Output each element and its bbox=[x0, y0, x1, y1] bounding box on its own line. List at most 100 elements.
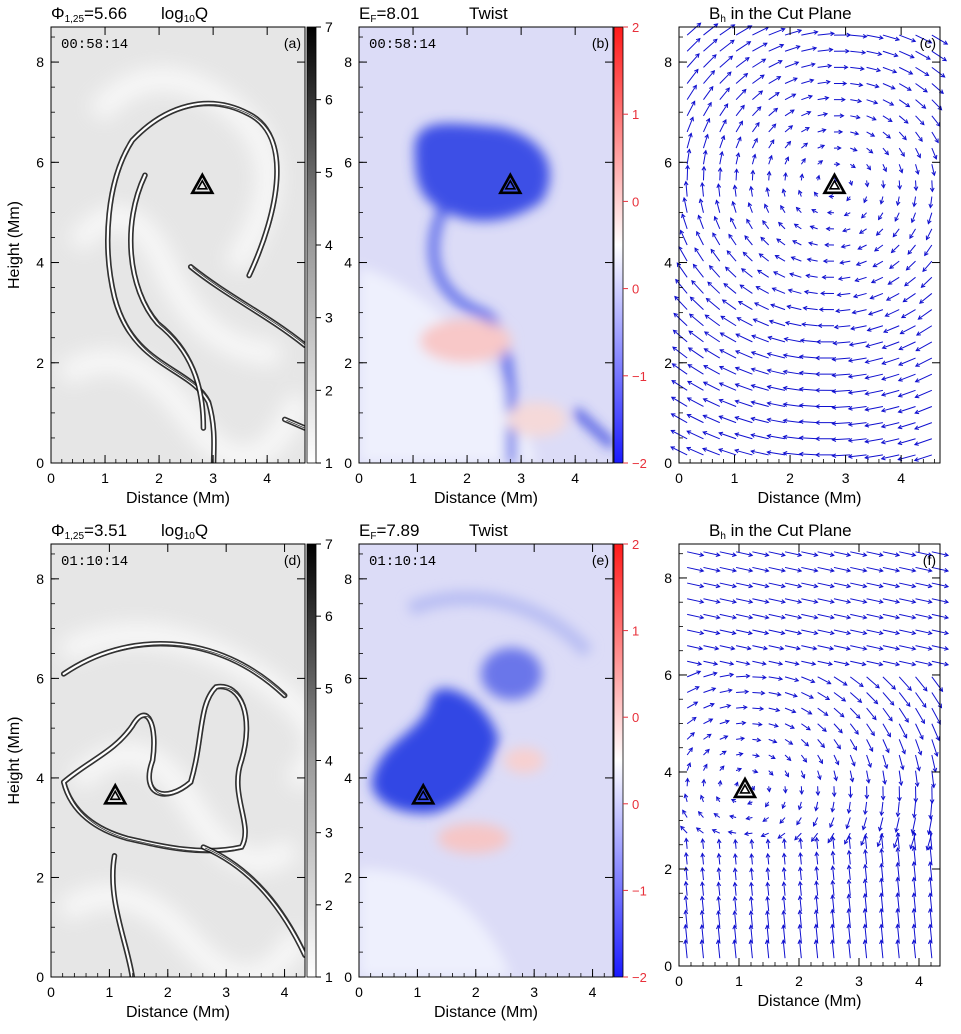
vector-arrow bbox=[719, 71, 732, 84]
y-tick-label: 6 bbox=[344, 670, 352, 686]
vector-arrow bbox=[687, 598, 705, 604]
vector-arrow bbox=[875, 228, 884, 236]
vector-arrow bbox=[866, 566, 884, 573]
x-tick-label: 4 bbox=[589, 984, 597, 1000]
vector-arrow bbox=[719, 332, 737, 343]
vector-arrow bbox=[882, 325, 900, 333]
vector-arrow bbox=[776, 238, 786, 246]
vector-arrow bbox=[815, 174, 821, 181]
vector-arrow bbox=[689, 296, 704, 310]
colorbar-tick-label: 0 bbox=[632, 710, 639, 725]
vector-arrow bbox=[866, 83, 880, 89]
vector-arrow bbox=[833, 566, 852, 573]
vector-arrow bbox=[734, 432, 753, 440]
vector-arrow bbox=[736, 705, 748, 710]
vector-arrow bbox=[749, 853, 755, 865]
vector-arrow bbox=[732, 895, 738, 912]
vector-arrow bbox=[703, 566, 721, 573]
vector-arrow bbox=[798, 403, 818, 408]
triangle-marker-icon bbox=[190, 172, 215, 195]
vector-arrow bbox=[864, 422, 883, 428]
x-tick-label: 1 bbox=[413, 984, 421, 1000]
vector-arrow bbox=[682, 196, 688, 213]
vector-arrow bbox=[882, 723, 891, 738]
y-tick-label: 0 bbox=[36, 455, 44, 471]
vector-arrow bbox=[716, 867, 722, 881]
title-right: log10Q bbox=[161, 521, 208, 542]
vector-arrow bbox=[686, 100, 696, 117]
vector-arrow bbox=[850, 613, 868, 620]
vector-arrow bbox=[752, 566, 770, 573]
vector-arrow bbox=[728, 233, 737, 246]
vector-arrow bbox=[826, 210, 834, 216]
vector-arrow bbox=[723, 282, 737, 294]
vector-arrow bbox=[844, 832, 851, 845]
vector-arrow bbox=[755, 286, 769, 294]
vector-arrow bbox=[817, 629, 835, 636]
vector-arrow bbox=[784, 676, 800, 683]
vector-arrow bbox=[683, 880, 689, 896]
vector-arrow bbox=[898, 83, 912, 91]
vector-arrow bbox=[882, 164, 887, 173]
x-tick-label: 2 bbox=[463, 470, 471, 486]
timestamp: 01:10:14 bbox=[369, 554, 436, 570]
y-tick-label: 0 bbox=[664, 455, 672, 471]
vector-arrow bbox=[751, 121, 760, 133]
vector-arrow bbox=[719, 150, 724, 165]
vector-arrow bbox=[831, 372, 851, 378]
vector-arrow bbox=[925, 833, 933, 851]
vector-arrow bbox=[833, 629, 852, 636]
vector-arrow bbox=[898, 147, 905, 158]
vector-arrow bbox=[854, 276, 867, 283]
vector-arrow bbox=[833, 129, 844, 135]
vector-arrow bbox=[703, 718, 714, 725]
y-tick-label: 8 bbox=[664, 570, 672, 586]
vector-arrow bbox=[686, 148, 692, 165]
vector-arrow bbox=[750, 433, 769, 440]
vector-arrow bbox=[699, 909, 705, 927]
vector-arrow bbox=[781, 866, 787, 881]
vector-arrow bbox=[864, 405, 884, 412]
colorbar bbox=[306, 26, 317, 464]
vector-arrow bbox=[739, 284, 753, 294]
vector-arrow bbox=[892, 228, 900, 238]
colorbar-tick-label: −1 bbox=[632, 883, 647, 898]
vector-arrow bbox=[879, 801, 885, 817]
vector-arrow bbox=[833, 676, 848, 686]
vector-arrow bbox=[719, 750, 727, 756]
vector-arrow bbox=[914, 389, 933, 399]
vector-arrow bbox=[813, 909, 819, 927]
vector-arrow bbox=[830, 835, 836, 849]
vector-arrow bbox=[768, 691, 782, 697]
vector-arrow bbox=[719, 24, 736, 36]
vector-arrow bbox=[851, 309, 867, 315]
vector-arrow bbox=[849, 676, 864, 688]
x-axis-label: Distance (Mm) bbox=[757, 993, 861, 1010]
vector-arrow bbox=[802, 305, 818, 311]
vector-arrow bbox=[850, 66, 865, 71]
vector-arrow bbox=[798, 370, 818, 376]
vector-arrow bbox=[781, 924, 786, 943]
vector-arrow bbox=[688, 330, 704, 343]
vector-arrow bbox=[786, 304, 802, 311]
y-tick-label: 2 bbox=[344, 869, 352, 885]
vector-arrow bbox=[850, 629, 868, 636]
vector-arrow bbox=[719, 103, 729, 117]
vector-arrow bbox=[882, 551, 901, 558]
vector-arrow bbox=[931, 676, 944, 693]
vector-arrow bbox=[840, 244, 851, 249]
vector-arrow bbox=[882, 660, 901, 667]
vector-arrow bbox=[735, 136, 742, 149]
vector-arrow bbox=[694, 247, 704, 262]
y-tick-label: 6 bbox=[36, 670, 44, 686]
vector-arrow bbox=[766, 384, 786, 391]
vector-arrow bbox=[719, 119, 727, 133]
vector-arrow bbox=[749, 185, 754, 197]
vector-arrow bbox=[796, 817, 802, 826]
vector-arrow bbox=[719, 703, 732, 709]
vector-arrow bbox=[699, 895, 705, 912]
vector-arrow bbox=[866, 147, 874, 154]
vector-arrow bbox=[784, 645, 801, 651]
vector-arrow bbox=[817, 739, 826, 749]
vector-arrow bbox=[847, 454, 867, 459]
